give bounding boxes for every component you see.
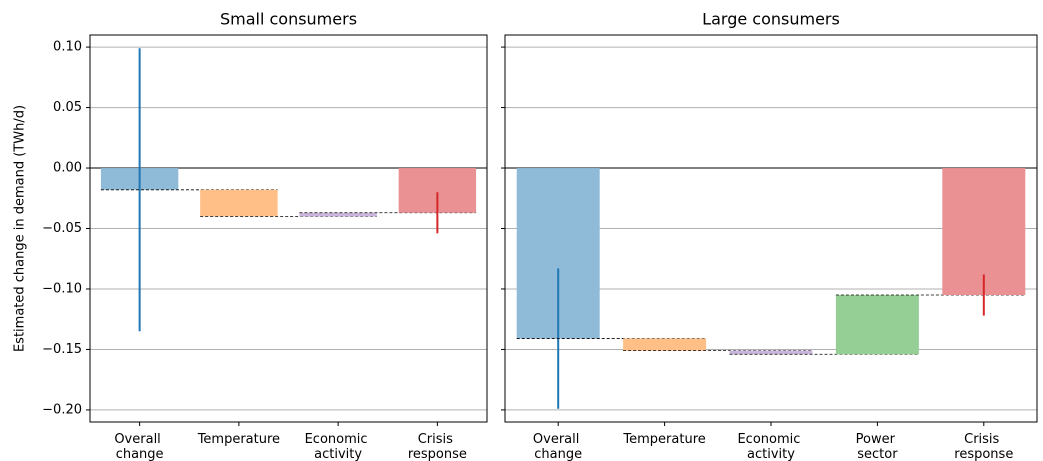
y-tick-label: −0.15 [42,342,82,357]
x-tick-label: Crisis response [408,432,467,461]
x-tick-label: Overall change [114,432,165,461]
y-tick-label: −0.20 [42,402,82,417]
x-tick-label: Economic activity [305,432,372,461]
y-axis-label: Estimated change in demand (TWh/d) [13,105,28,352]
bar [623,338,707,351]
x-tick-label: Overall change [533,432,584,461]
x-tick-label: Power sector [856,432,899,461]
panel-title: Small consumers [220,10,357,29]
x-tick-label: Temperature [622,432,705,447]
y-tick-label: −0.05 [42,221,82,236]
panel-title: Large consumers [702,10,840,29]
x-tick-label: Temperature [197,432,280,447]
y-tick-label: 0.05 [53,100,82,115]
y-tick-label: 0.10 [53,40,82,55]
y-tick-label: 0.00 [53,161,82,176]
y-tick-label: −0.10 [42,281,82,296]
bar [299,212,377,217]
bar [729,350,813,355]
bar [942,168,1026,296]
plot-frame [89,34,488,423]
bar [200,189,278,217]
x-tick-label: Crisis response [954,432,1013,461]
bar [835,295,919,355]
x-tick-label: Economic activity [737,432,804,461]
plot-frame [504,34,1038,423]
